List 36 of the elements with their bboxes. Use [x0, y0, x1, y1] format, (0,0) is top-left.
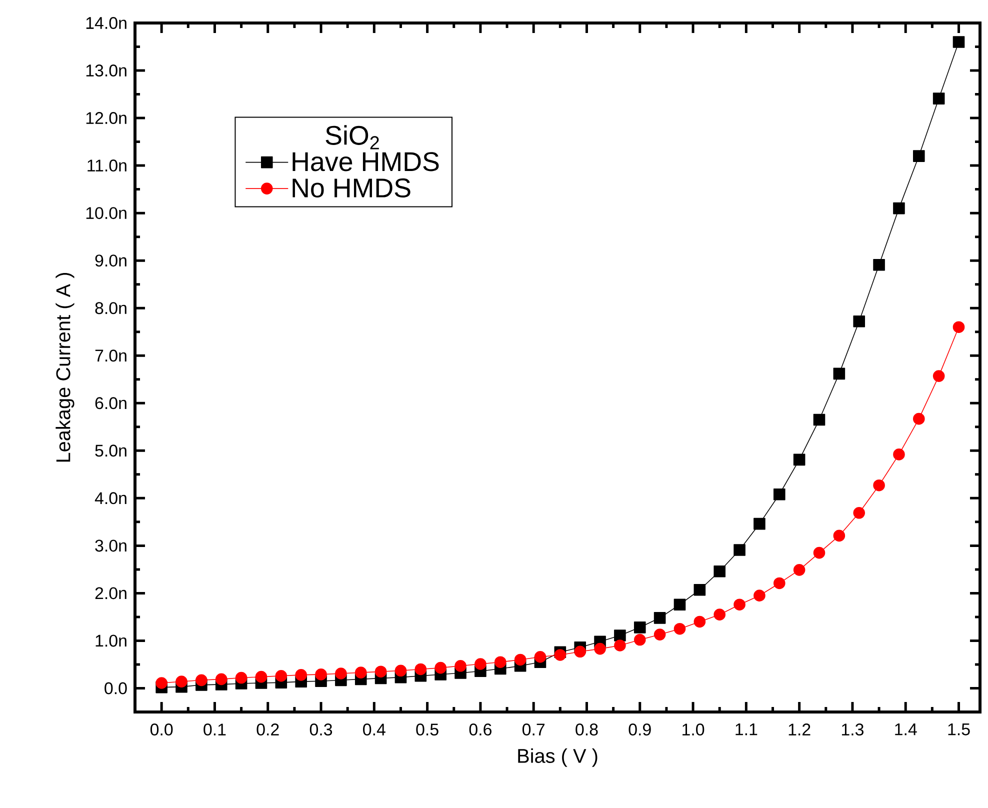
x-axis-title: Bias ( V ) — [518, 748, 598, 767]
y-tick-label: 6.0n — [95, 397, 126, 410]
y-tick-label: 3.0n — [95, 540, 126, 552]
legend-title: SiO$_{2}$ — [326, 125, 379, 150]
y-tick-label: 5.0n — [95, 444, 126, 457]
x-tick-label: 1.1 — [736, 724, 758, 736]
y-tick-label: 8.0n — [95, 302, 126, 314]
y-tick-label: 10.0n — [86, 207, 126, 220]
x-tick-label: 0.7 — [522, 724, 545, 736]
x-tick-label: 0.5 — [416, 724, 438, 736]
x-tick-label: 1.5 — [948, 724, 970, 736]
y-tick-label: 12.0n — [86, 112, 126, 124]
x-tick-label: 0.4 — [363, 724, 386, 736]
x-tick-label: 0.3 — [310, 724, 332, 736]
legend-label: No HMDS — [292, 178, 410, 198]
y-tick-label: 11.0n — [88, 160, 126, 172]
y-tick-label: 4.0n — [94, 492, 126, 504]
x-tick-label: 0.1 — [204, 724, 226, 736]
y-tick-label: 14.0n — [86, 16, 126, 29]
x-tick-label: 0.0 — [150, 724, 173, 736]
x-tick-label: 1.2 — [788, 724, 810, 736]
x-tick-label: 1.3 — [842, 724, 864, 736]
y-axis-title: Leakage Current ( A ) — [56, 272, 74, 462]
x-tick-label: 1.4 — [895, 724, 917, 736]
x-tick-label: 1.0 — [682, 724, 704, 736]
y-tick-label: 13.0n — [86, 64, 126, 77]
x-tick-label: 0.9 — [628, 724, 651, 736]
x-tick-label: 0.2 — [256, 724, 279, 736]
x-tick-label: 0.6 — [469, 724, 492, 736]
y-tick-label: 9.0n — [95, 254, 126, 267]
legend-label: Have HMDS — [292, 152, 439, 172]
x-tick-label: 0.8 — [576, 724, 598, 736]
y-tick-label: 7.0n — [95, 350, 126, 362]
y-tick-label: 0.0 — [104, 682, 127, 694]
y-tick-label: 2.0n — [95, 587, 126, 600]
y-tick-label: 1.0n — [96, 634, 126, 647]
